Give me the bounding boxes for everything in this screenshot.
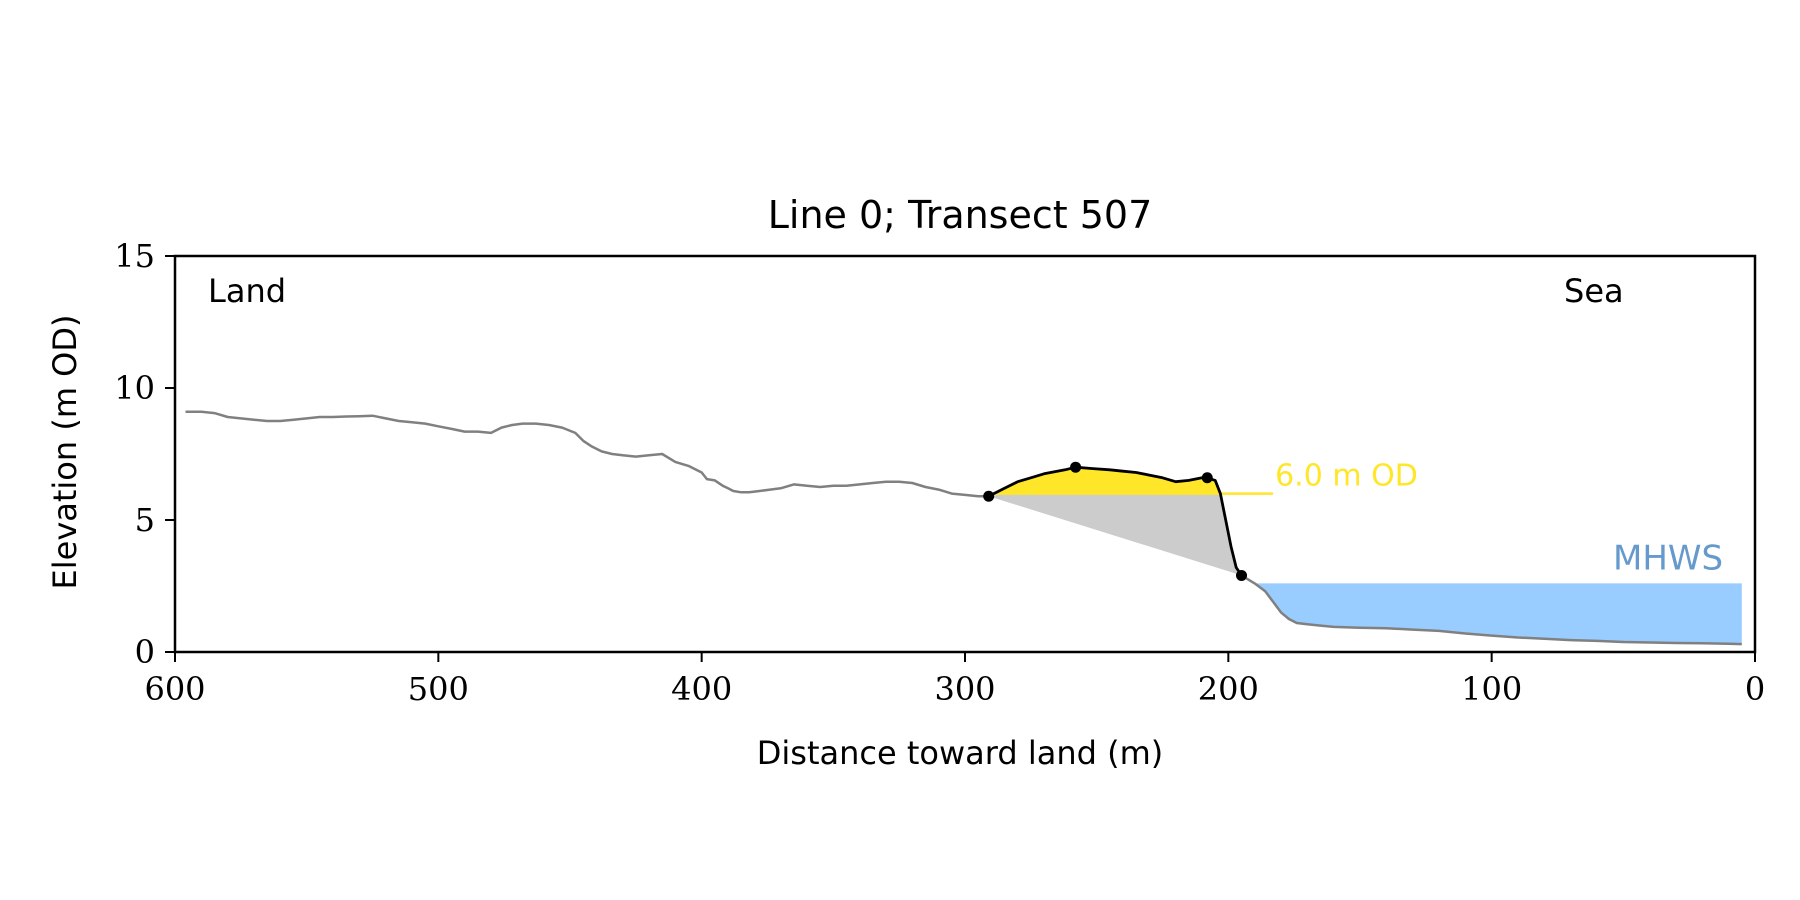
x-tick-label-500: 500 xyxy=(408,670,469,708)
x-tick-label-0: 0 xyxy=(1745,670,1765,708)
cliff-point-1 xyxy=(1070,461,1082,473)
land-annotation: Land xyxy=(208,272,286,310)
x-tick-label-400: 400 xyxy=(671,670,732,708)
cliff-profile-line xyxy=(988,465,1247,577)
y-tick-label-5: 5 xyxy=(135,501,155,539)
landward-profile-line xyxy=(185,410,989,498)
od-level-label: 6.0 m OD xyxy=(1275,459,1418,494)
sea-annotation: Sea xyxy=(1564,272,1624,310)
x-tick-label-200: 200 xyxy=(1198,670,1259,708)
plot-area: 6.0 m OD MHWS 600 500 400 300 200 100 0 0 5 10 15 xyxy=(114,237,1765,708)
cliff-point-3 xyxy=(1236,569,1247,581)
y-tick-label-15: 15 xyxy=(114,237,155,275)
cliff-point-2 xyxy=(1201,472,1213,484)
chart-title: Line 0; Transect 507 xyxy=(768,193,1153,237)
cliff-point-0 xyxy=(983,490,995,502)
y-tick-label-10: 10 xyxy=(114,369,155,407)
mhws-water-area xyxy=(1254,583,1742,645)
x-axis-label: Distance toward land (m) xyxy=(757,734,1163,772)
y-axis-label: Elevation (m OD) xyxy=(46,315,84,590)
mhws-label: MHWS xyxy=(1613,538,1723,578)
cliff-volume-area xyxy=(988,493,1247,576)
x-tick-label-300: 300 xyxy=(934,670,995,708)
seaward-profile-line xyxy=(1240,574,1742,646)
y-tick-label-0: 0 xyxy=(135,633,155,671)
x-tick-label-100: 100 xyxy=(1461,670,1522,708)
x-tick-label-600: 600 xyxy=(144,670,205,708)
